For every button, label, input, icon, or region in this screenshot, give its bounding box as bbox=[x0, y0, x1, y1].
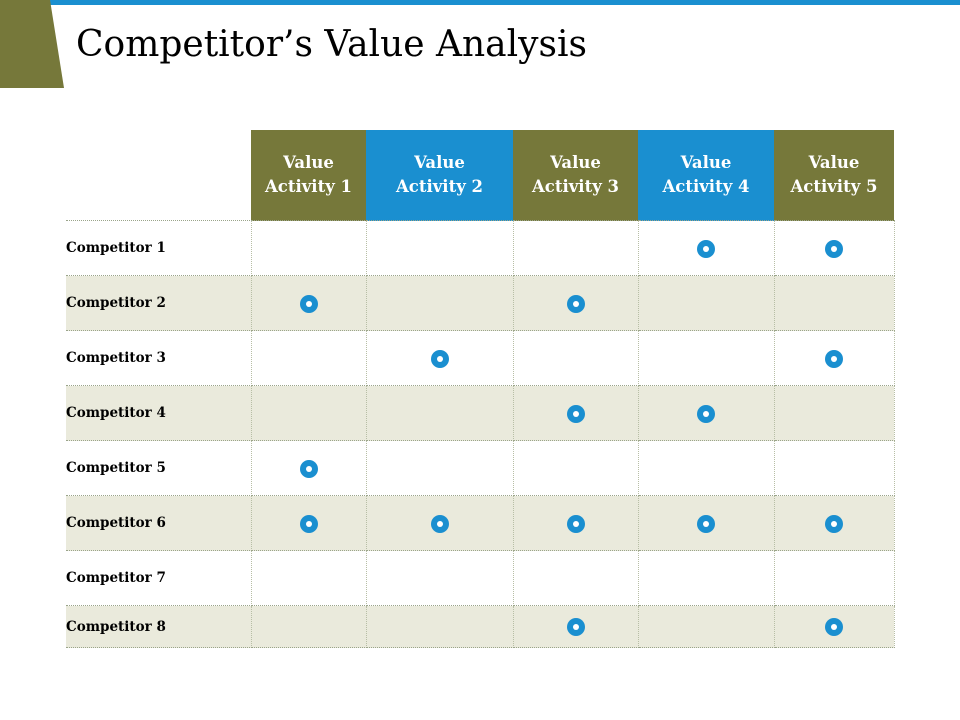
row-label-competitor: Competitor 7 bbox=[66, 550, 252, 606]
table-body: Competitor 1 Competitor 2 Competitor 3 Comp… bbox=[66, 220, 895, 648]
table-cell bbox=[251, 495, 367, 551]
column-header-value-activity-1: Value Activity 1 bbox=[251, 130, 366, 221]
table-row: Competitor 1 bbox=[66, 220, 895, 276]
circle-dot-icon bbox=[825, 349, 843, 368]
table-row: Competitor 2 bbox=[66, 275, 895, 331]
table-cell bbox=[251, 275, 367, 331]
table-cell bbox=[251, 220, 367, 276]
circle-dot-icon bbox=[430, 514, 449, 533]
slide-title: Competitor’s Value Analysis bbox=[76, 24, 587, 65]
column-header-line2: Activity 5 bbox=[790, 177, 878, 196]
table-cell bbox=[638, 385, 775, 441]
row-label-competitor: Competitor 4 bbox=[66, 385, 252, 441]
table-cell bbox=[774, 495, 895, 551]
table-cell bbox=[638, 495, 775, 551]
table-cell bbox=[513, 550, 639, 606]
table-cell bbox=[366, 495, 514, 551]
table-cell bbox=[774, 275, 895, 331]
table-cell bbox=[513, 330, 639, 386]
table-row: Competitor 8 bbox=[66, 605, 895, 648]
table-cell bbox=[638, 275, 775, 331]
value-analysis-table: Value Activity 1 Value Activity 2 Value … bbox=[66, 130, 895, 648]
column-header-line1: Value bbox=[283, 153, 334, 172]
table-cell bbox=[774, 220, 895, 276]
circle-dot-icon bbox=[697, 514, 715, 533]
table-cell bbox=[251, 440, 367, 496]
row-label-competitor: Competitor 2 bbox=[66, 275, 252, 331]
table-cell bbox=[513, 440, 639, 496]
table-corner-cell bbox=[66, 130, 251, 221]
corner-tab-decoration bbox=[0, 0, 64, 88]
table-cell bbox=[366, 385, 514, 441]
circle-dot-icon bbox=[825, 514, 843, 533]
table-row: Competitor 5 bbox=[66, 440, 895, 496]
top-accent-bar bbox=[0, 0, 960, 5]
circle-dot-icon bbox=[566, 294, 585, 313]
circle-dot-icon bbox=[299, 294, 318, 313]
table-cell bbox=[638, 550, 775, 606]
circle-dot-icon bbox=[299, 514, 318, 533]
column-header-value-activity-5: Value Activity 5 bbox=[774, 130, 894, 221]
column-header-line2: Activity 2 bbox=[395, 177, 484, 196]
circle-dot-icon bbox=[566, 514, 585, 533]
table-cell bbox=[366, 440, 514, 496]
table-cell bbox=[251, 385, 367, 441]
table-row: Competitor 3 bbox=[66, 330, 895, 386]
table-cell bbox=[774, 440, 895, 496]
circle-dot-icon bbox=[566, 618, 585, 637]
table-cell bbox=[251, 550, 367, 606]
table-cell bbox=[774, 605, 895, 648]
column-header-line1: Value bbox=[550, 153, 601, 172]
row-label-competitor: Competitor 5 bbox=[66, 440, 252, 496]
circle-dot-icon bbox=[825, 618, 843, 637]
row-label-competitor: Competitor 1 bbox=[66, 220, 252, 276]
table-cell bbox=[366, 550, 514, 606]
row-label-competitor: Competitor 8 bbox=[66, 605, 252, 648]
table-cell bbox=[774, 550, 895, 606]
table-cell bbox=[513, 275, 639, 331]
circle-dot-icon bbox=[566, 404, 585, 423]
table-cell bbox=[774, 330, 895, 386]
table-cell bbox=[251, 605, 367, 648]
table-header-row: Value Activity 1 Value Activity 2 Value … bbox=[66, 130, 894, 221]
table-cell bbox=[366, 330, 514, 386]
table-cell bbox=[638, 605, 775, 648]
table-row: Competitor 6 bbox=[66, 495, 895, 551]
circle-dot-icon bbox=[430, 349, 449, 368]
circle-dot-icon bbox=[825, 239, 843, 258]
table-cell bbox=[638, 330, 775, 386]
table-cell bbox=[366, 605, 514, 648]
row-label-competitor: Competitor 3 bbox=[66, 330, 252, 386]
column-header-value-activity-2: Value Activity 2 bbox=[366, 130, 513, 221]
table-cell bbox=[366, 220, 514, 276]
column-header-line1: Value bbox=[414, 153, 465, 172]
row-label-competitor: Competitor 6 bbox=[66, 495, 252, 551]
column-header-line2: Activity 4 bbox=[662, 177, 750, 196]
table-cell bbox=[251, 330, 367, 386]
column-header-value-activity-4: Value Activity 4 bbox=[638, 130, 774, 221]
column-header-line1: Value bbox=[680, 153, 732, 172]
table-row: Competitor 7 bbox=[66, 550, 895, 606]
table-cell bbox=[638, 220, 775, 276]
table-cell bbox=[638, 440, 775, 496]
table-cell bbox=[513, 495, 639, 551]
circle-dot-icon bbox=[299, 459, 318, 478]
circle-dot-icon bbox=[697, 239, 715, 258]
table-row: Competitor 4 bbox=[66, 385, 895, 441]
column-header-value-activity-3: Value Activity 3 bbox=[513, 130, 638, 221]
table-cell bbox=[513, 385, 639, 441]
column-header-line2: Activity 1 bbox=[264, 177, 353, 196]
circle-dot-icon bbox=[697, 404, 715, 423]
table-cell bbox=[513, 220, 639, 276]
table-cell bbox=[513, 605, 639, 648]
column-header-line1: Value bbox=[808, 153, 860, 172]
table-cell bbox=[774, 385, 895, 441]
column-header-line2: Activity 3 bbox=[531, 177, 620, 196]
table-cell bbox=[366, 275, 514, 331]
